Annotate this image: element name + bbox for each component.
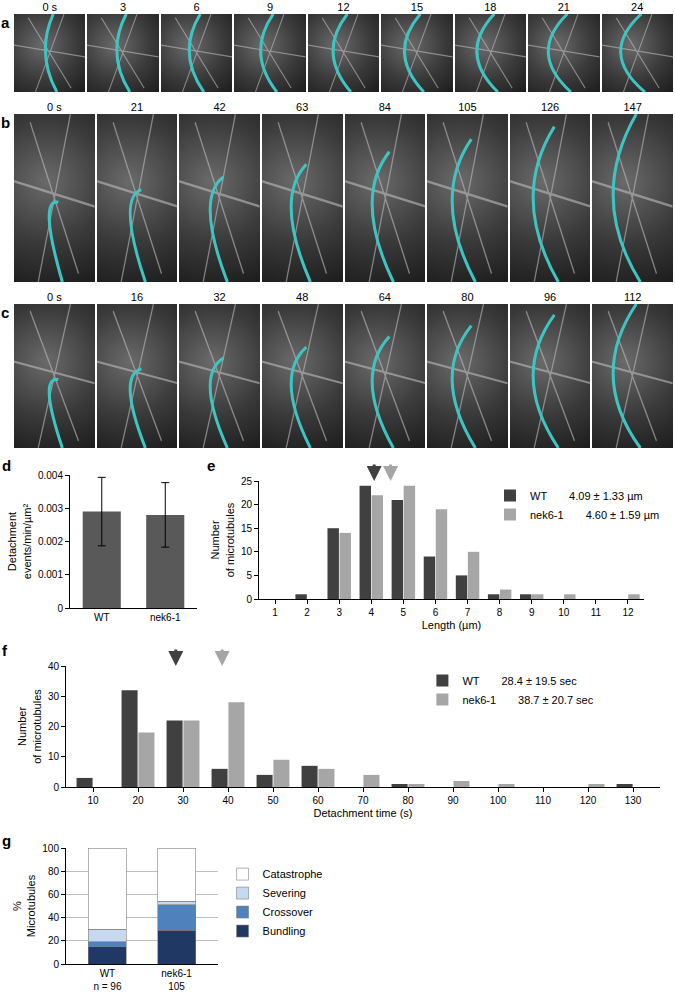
svg-text:WTn = 96: WTn = 96 <box>93 968 122 992</box>
svg-text:0.002: 0.002 <box>38 536 63 547</box>
svg-text:1: 1 <box>272 607 278 618</box>
html-text:112: 112 <box>623 291 642 303</box>
svg-text:Catastrophe: Catastrophe <box>263 868 323 880</box>
svg-text:9: 9 <box>529 607 535 618</box>
svg-text:Crossover: Crossover <box>263 906 313 918</box>
svg-text:nek6-1 38.7 ± 20.7 sec: nek6-1 38.7 ± 20.7 sec <box>462 694 593 706</box>
svg-text:5: 5 <box>401 607 407 618</box>
svg-text:Numberof microtubules: Numberof microtubules <box>16 689 42 764</box>
html-text:12: 12 <box>337 1 350 13</box>
svg-text:20: 20 <box>132 795 144 806</box>
svg-text:8: 8 <box>497 607 503 618</box>
html-text:147: 147 <box>623 101 642 113</box>
svg-text:Numberof microtubules: Numberof microtubules <box>209 502 235 577</box>
html-text:f: f <box>2 642 7 659</box>
svg-text:11: 11 <box>591 607 602 618</box>
html-text:48: 48 <box>296 291 309 303</box>
svg-text:WT 28.4 ± 19.5 sec: WT 28.4 ± 19.5 sec <box>462 675 577 687</box>
svg-text:0.003: 0.003 <box>38 503 63 514</box>
svg-text:60: 60 <box>312 795 324 806</box>
svg-text:40: 40 <box>48 661 60 672</box>
html-text:a: a <box>1 14 10 31</box>
svg-text:0.004: 0.004 <box>38 470 63 481</box>
svg-text:130: 130 <box>625 795 642 806</box>
svg-text:12: 12 <box>622 607 634 618</box>
svg-text:Detachment time (s): Detachment time (s) <box>313 807 412 819</box>
html-text:42: 42 <box>213 101 226 113</box>
svg-text:0: 0 <box>53 959 59 970</box>
html-text:b: b <box>1 114 11 131</box>
svg-text:20: 20 <box>48 721 60 732</box>
svg-text:Severing: Severing <box>263 887 306 899</box>
html-text:21: 21 <box>130 101 144 113</box>
svg-text:10: 10 <box>558 607 570 618</box>
html-text:84: 84 <box>378 101 391 113</box>
svg-text:nek6-1105: nek6-1105 <box>161 968 192 992</box>
html-text:16: 16 <box>130 291 144 303</box>
html-text:126: 126 <box>540 101 560 113</box>
svg-text:100: 100 <box>42 843 59 854</box>
svg-text:0: 0 <box>57 603 63 614</box>
svg-text:Detachmentevents/min/µm²: Detachmentevents/min/µm² <box>6 503 32 579</box>
html-text:15: 15 <box>410 1 423 13</box>
svg-text:WT 4.09 ± 1.33 µm: WT 4.09 ± 1.33 µm <box>530 490 643 502</box>
svg-text:50: 50 <box>267 795 279 806</box>
html-text:6: 6 <box>193 1 200 13</box>
svg-text:0.001: 0.001 <box>38 569 63 580</box>
svg-text:20: 20 <box>48 935 60 946</box>
svg-text:Length (µm): Length (µm) <box>422 619 482 631</box>
svg-text:0: 0 <box>246 594 252 605</box>
html-text:e: e <box>207 457 216 474</box>
html-text:96: 96 <box>543 291 557 303</box>
html-text:105: 105 <box>458 101 477 113</box>
svg-text:Bundling: Bundling <box>263 925 306 937</box>
svg-text:3: 3 <box>336 607 342 618</box>
svg-text:100: 100 <box>490 795 507 806</box>
html-text:24: 24 <box>631 1 644 13</box>
svg-text:7: 7 <box>465 607 471 618</box>
svg-text:6: 6 <box>433 607 439 618</box>
svg-text:10: 10 <box>48 751 60 762</box>
svg-text:nek6-1 4.60 ± 1.59 µm: nek6-1 4.60 ± 1.59 µm <box>530 509 659 521</box>
html-text:63: 63 <box>296 101 309 113</box>
html-text:9: 9 <box>267 1 274 13</box>
svg-text:60: 60 <box>48 889 60 900</box>
svg-text:110: 110 <box>535 795 551 806</box>
html-text:c: c <box>1 304 10 321</box>
html-text:d: d <box>2 457 12 474</box>
svg-text:WT: WT <box>94 612 110 623</box>
svg-text:120: 120 <box>580 795 597 806</box>
html-text:0 s: 0 s <box>42 1 58 13</box>
svg-text:30: 30 <box>177 795 189 806</box>
html-text:0 s: 0 s <box>47 291 62 303</box>
svg-text:70: 70 <box>357 795 369 806</box>
svg-text:40: 40 <box>48 912 60 923</box>
svg-text:5: 5 <box>246 570 252 581</box>
svg-text:80: 80 <box>48 866 60 877</box>
svg-text:40: 40 <box>222 795 234 806</box>
html-text:64: 64 <box>378 291 391 303</box>
svg-text:10: 10 <box>87 795 99 806</box>
svg-text:10: 10 <box>241 546 253 557</box>
svg-text:80: 80 <box>402 795 414 806</box>
html-text:80: 80 <box>461 291 474 303</box>
html-text:18: 18 <box>484 1 497 13</box>
svg-text:4: 4 <box>369 607 375 618</box>
svg-text:nek6-1: nek6-1 <box>150 612 181 623</box>
svg-text:90: 90 <box>447 795 459 806</box>
html-text:3: 3 <box>120 1 127 13</box>
svg-text:30: 30 <box>48 691 60 702</box>
html-text:0 s: 0 s <box>47 101 62 113</box>
html-text:g: g <box>2 832 12 849</box>
svg-text:%Microtubules: %Microtubules <box>11 874 37 937</box>
svg-text:20: 20 <box>241 499 253 510</box>
svg-text:0: 0 <box>53 782 59 793</box>
svg-text:2: 2 <box>304 607 310 618</box>
svg-text:25: 25 <box>241 476 253 487</box>
html-text:21: 21 <box>557 1 570 13</box>
svg-text:15: 15 <box>241 523 253 534</box>
html-text:32: 32 <box>213 291 226 303</box>
